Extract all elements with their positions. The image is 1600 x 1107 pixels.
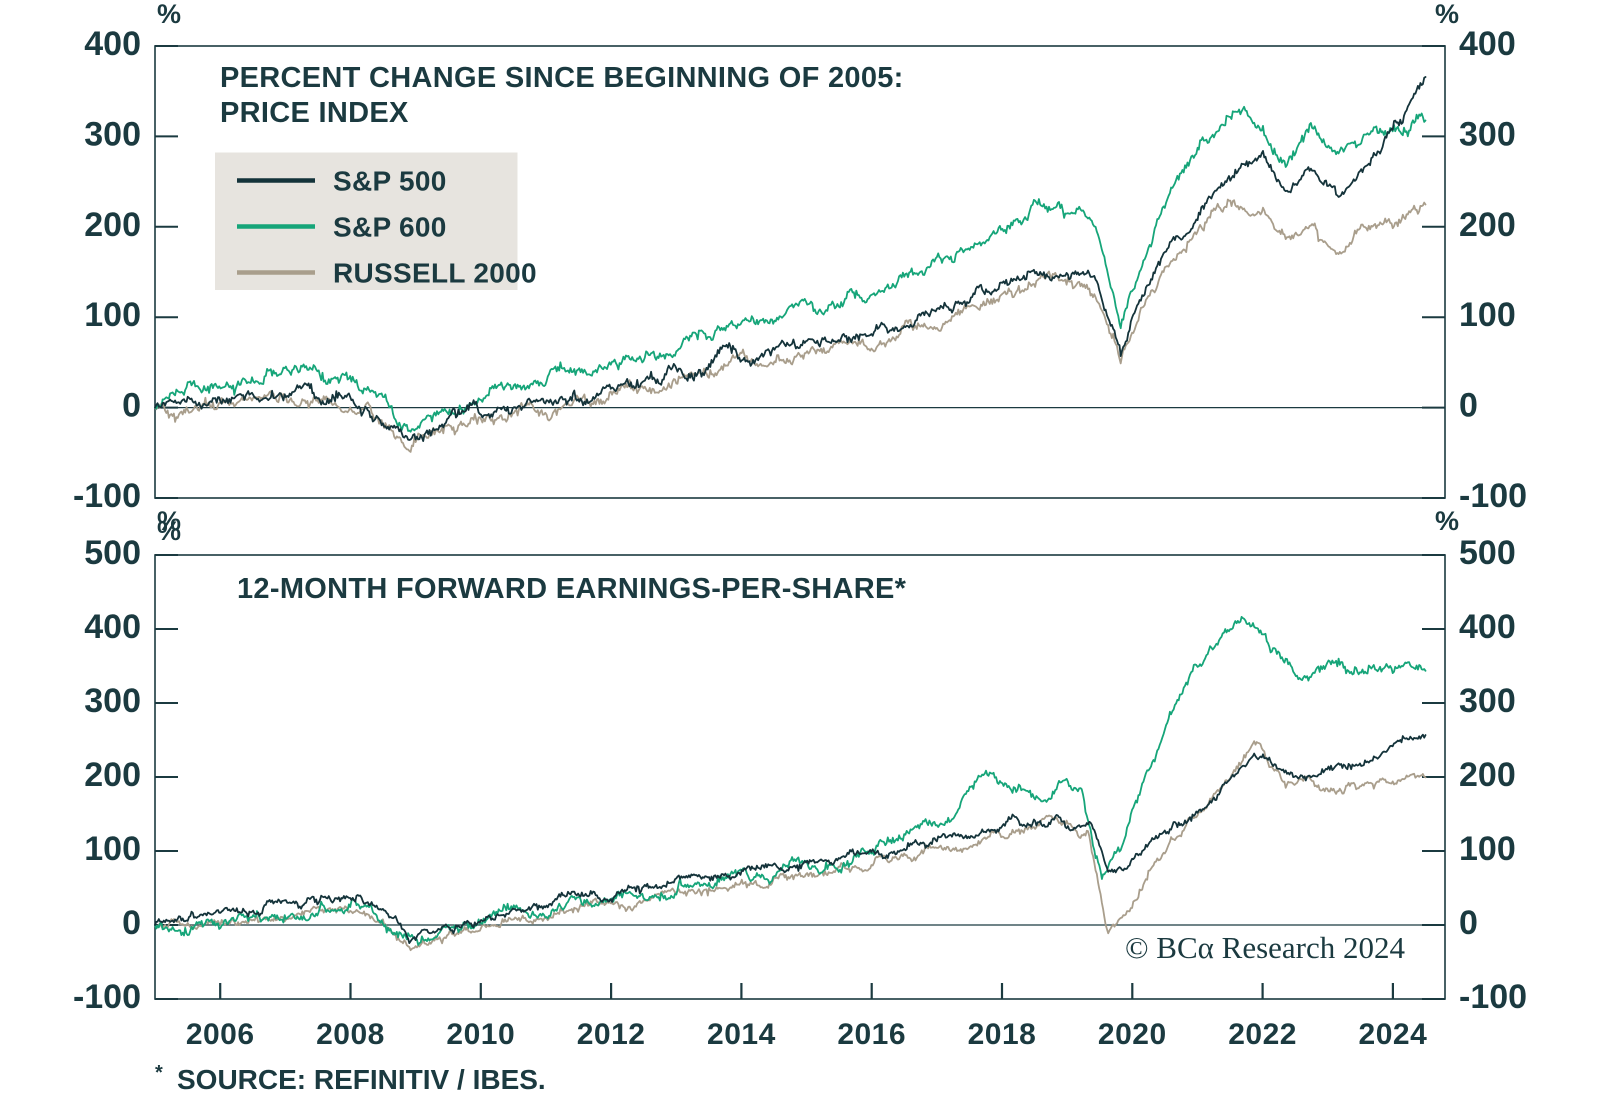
svg-text:200: 200	[1459, 756, 1516, 794]
svg-text:100: 100	[84, 296, 141, 334]
svg-text:300: 300	[84, 682, 141, 720]
svg-text:-100: -100	[73, 978, 141, 1016]
svg-text:0: 0	[122, 904, 141, 942]
svg-text:2022: 2022	[1228, 1018, 1297, 1051]
svg-text:*: *	[155, 1062, 163, 1084]
svg-text:2020: 2020	[1098, 1018, 1167, 1051]
svg-text:2018: 2018	[968, 1018, 1037, 1051]
svg-text:SOURCE: REFINITIV / IBES.: SOURCE: REFINITIV / IBES.	[177, 1064, 546, 1095]
svg-text:400: 400	[84, 25, 141, 63]
svg-text:-100: -100	[1459, 978, 1527, 1016]
svg-text:S&P 600: S&P 600	[333, 212, 447, 243]
svg-text:-100: -100	[1459, 477, 1527, 515]
svg-text:2024: 2024	[1359, 1018, 1428, 1051]
svg-text:%: %	[1435, 0, 1459, 29]
svg-text:100: 100	[1459, 830, 1516, 868]
svg-text:© BCα Research 2024: © BCα Research 2024	[1125, 930, 1405, 965]
svg-text:100: 100	[84, 830, 141, 868]
svg-text:2012: 2012	[577, 1018, 646, 1051]
svg-text:%: %	[157, 0, 181, 29]
svg-text:200: 200	[84, 206, 141, 244]
svg-text:2008: 2008	[316, 1018, 385, 1051]
svg-text:300: 300	[1459, 682, 1516, 720]
svg-text:200: 200	[1459, 206, 1516, 244]
svg-text:2016: 2016	[837, 1018, 906, 1051]
svg-text:2014: 2014	[707, 1018, 776, 1051]
svg-text:400: 400	[1459, 608, 1516, 646]
svg-text:2010: 2010	[446, 1018, 515, 1051]
svg-text:PERCENT CHANGE SINCE BEGINNING: PERCENT CHANGE SINCE BEGINNING OF 2005:	[220, 62, 904, 94]
svg-text:S&P 500: S&P 500	[333, 166, 447, 197]
svg-text:-100: -100	[73, 477, 141, 515]
svg-text:300: 300	[1459, 115, 1516, 153]
svg-text:100: 100	[1459, 296, 1516, 334]
svg-text:500: 500	[84, 534, 141, 572]
svg-text:0: 0	[1459, 904, 1478, 942]
svg-text:12-MONTH FORWARD EARNINGS-PER-: 12-MONTH FORWARD EARNINGS-PER-SHARE*	[237, 573, 907, 605]
svg-text:0: 0	[122, 387, 141, 425]
svg-text:300: 300	[84, 115, 141, 153]
svg-text:200: 200	[84, 756, 141, 794]
svg-text:%: %	[157, 506, 181, 536]
svg-text:PRICE INDEX: PRICE INDEX	[220, 97, 409, 129]
svg-text:500: 500	[1459, 534, 1516, 572]
svg-text:RUSSELL 2000: RUSSELL 2000	[333, 258, 537, 289]
svg-text:%: %	[1435, 506, 1459, 536]
svg-text:400: 400	[1459, 25, 1516, 63]
svg-text:0: 0	[1459, 387, 1478, 425]
svg-text:400: 400	[84, 608, 141, 646]
svg-text:2006: 2006	[186, 1018, 255, 1051]
